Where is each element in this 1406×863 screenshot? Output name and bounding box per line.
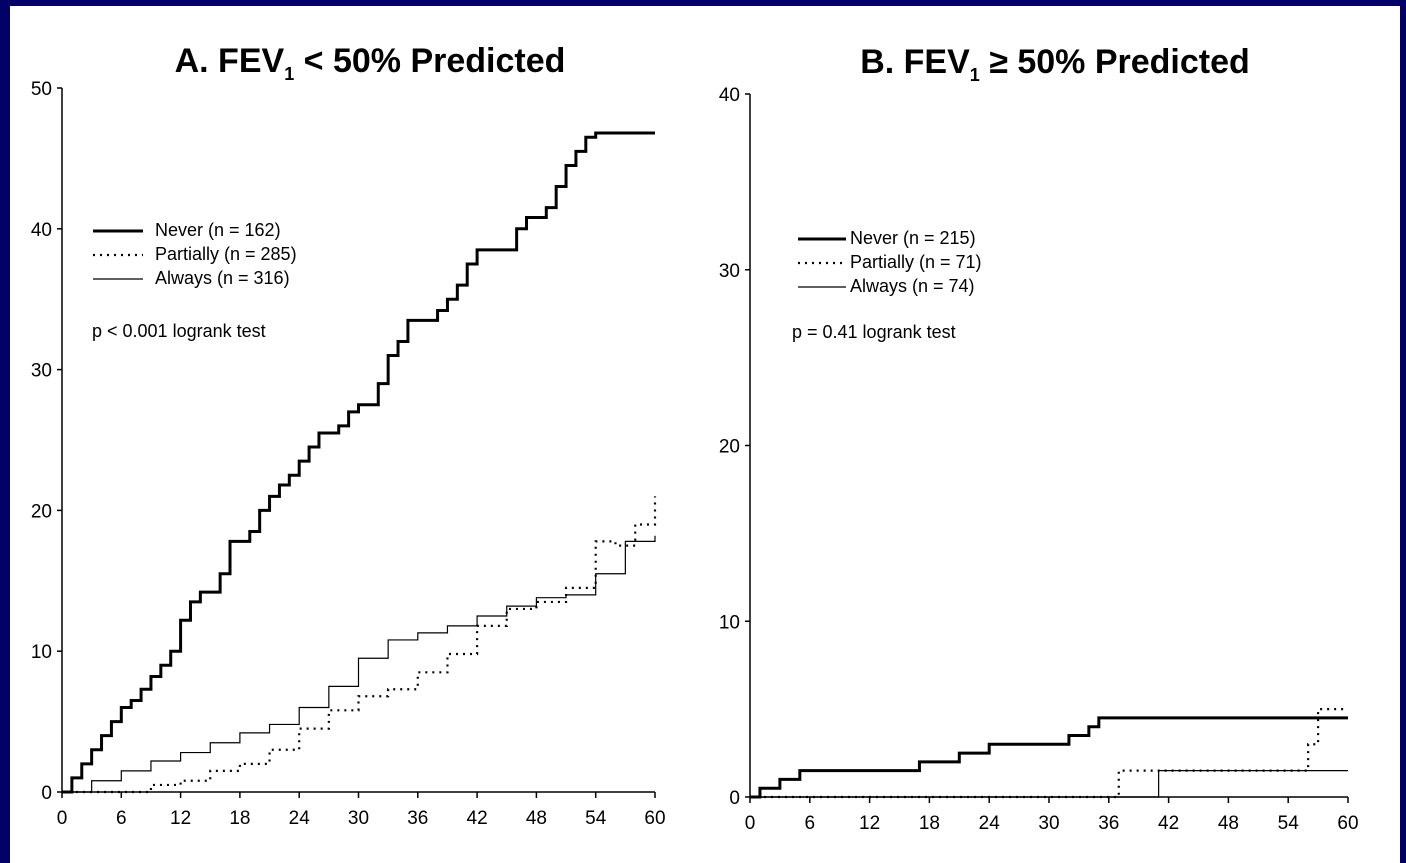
legend-label-partially: Partially (n = 285)	[155, 244, 297, 264]
legend: Never (n = 215) Partially (n = 71) Always …	[798, 228, 982, 296]
y-tick-label: 0	[729, 788, 740, 809]
x-tick-label: 24	[289, 808, 311, 829]
chart-title: A. FEV1 < 50% Predicted	[175, 42, 566, 84]
x-tick-label: 0	[745, 813, 756, 834]
chart-title: B. FEV1 ≥ 50% Predicted	[860, 43, 1250, 85]
x-tick-label: 60	[1337, 813, 1358, 834]
x-tick-label: 30	[1038, 813, 1059, 834]
y-tick-label: 20	[31, 501, 52, 522]
legend-label-partially: Partially (n = 71)	[850, 252, 982, 272]
x-tick-label: 42	[467, 808, 488, 829]
x-tick-label: 54	[585, 808, 607, 829]
chart-canvas: A. FEV1 < 50% Predicted 0 10 20 30 40 50 0 6 12 18…	[31, 42, 1359, 834]
chart-panel-a: A. FEV1 < 50% Predicted 0 10 20 30 40 50 0 6 12 18…	[31, 42, 666, 829]
series-line-always	[62, 535, 656, 793]
legend-label-always: Always (n = 74)	[850, 276, 975, 296]
x-tick-label: 42	[1158, 813, 1179, 834]
y-tick-label: 30	[719, 261, 740, 282]
y-tick-label: 50	[31, 79, 52, 100]
series-line-never	[750, 716, 1348, 799]
x-tick-label: 12	[170, 808, 191, 829]
series-line-always	[750, 770, 1348, 798]
chart-slide: A. FEV1 < 50% Predicted 0 10 20 30 40 50 0 6 12 18…	[10, 6, 1400, 863]
y-tick-label: 10	[719, 612, 740, 633]
x-tick-label: 6	[805, 813, 816, 834]
y-tick-label: 40	[719, 85, 740, 106]
legend-label-never: Never (n = 162)	[155, 220, 281, 240]
x-tick-label: 36	[407, 808, 428, 829]
series-line-partially	[62, 496, 657, 794]
x-tick-label: 18	[919, 813, 940, 834]
logrank-annotation: p < 0.001 logrank test	[92, 321, 266, 341]
legend: Never (n = 162) Partially (n = 285) Always…	[93, 220, 297, 288]
x-tick-label: 48	[526, 808, 547, 829]
y-tick-label: 40	[31, 220, 52, 241]
series-line-partially	[750, 708, 1348, 799]
y-tick-label: 20	[719, 437, 740, 458]
chart-panel-b: B. FEV1 ≥ 50% Predicted 0 10 20 30 40 0 6 12 18 24…	[719, 43, 1359, 834]
legend-label-always: Always (n = 316)	[155, 268, 290, 288]
y-tick-label: 0	[41, 783, 52, 804]
x-tick-label: 36	[1098, 813, 1119, 834]
y-tick-label: 30	[31, 361, 52, 382]
logrank-annotation: p = 0.41 logrank test	[792, 322, 956, 342]
y-tick-label: 10	[31, 642, 52, 663]
x-tick-label: 12	[859, 813, 880, 834]
series-line-never	[62, 131, 655, 794]
x-tick-label: 0	[57, 808, 68, 829]
x-tick-label: 18	[229, 808, 250, 829]
x-tick-label: 54	[1278, 813, 1300, 834]
x-tick-label: 48	[1218, 813, 1239, 834]
x-tick-label: 6	[116, 808, 127, 829]
legend-label-never: Never (n = 215)	[850, 228, 976, 248]
x-tick-label: 60	[644, 808, 665, 829]
x-tick-label: 30	[348, 808, 369, 829]
x-tick-label: 24	[979, 813, 1001, 834]
